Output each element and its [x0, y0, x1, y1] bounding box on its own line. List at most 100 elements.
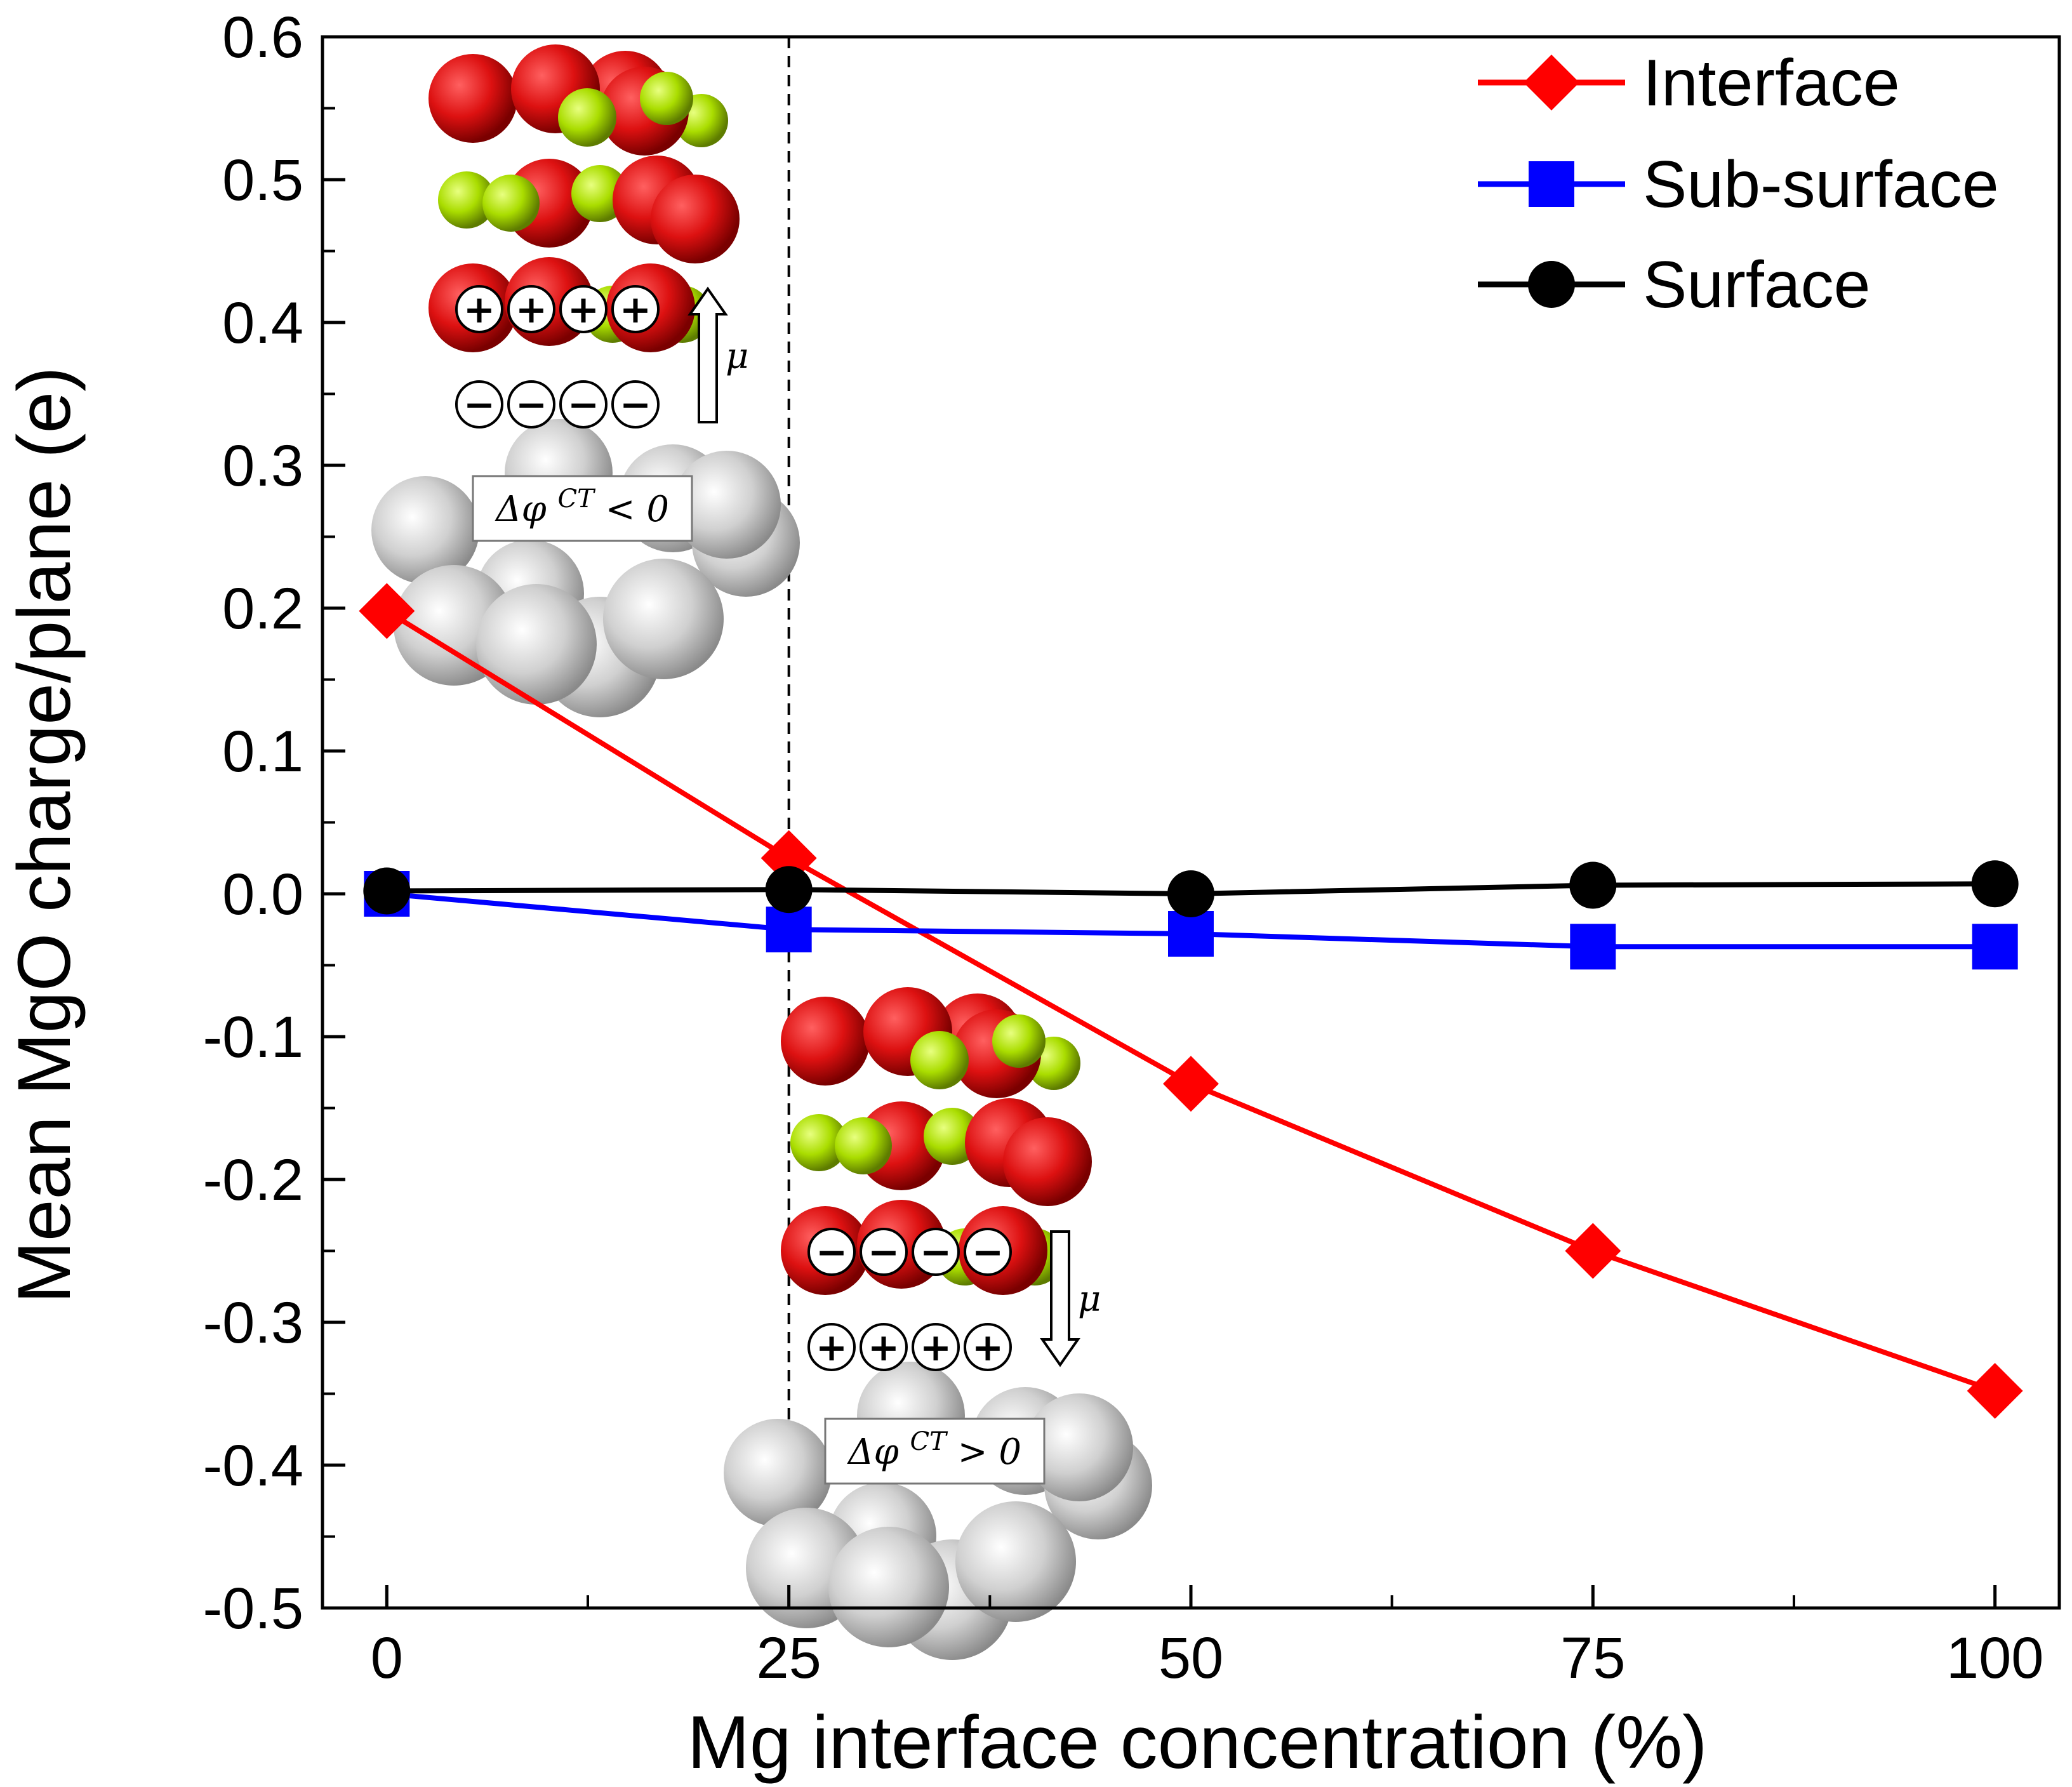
x-axis-title: Mg interface concentration (%)	[687, 1701, 1708, 1784]
caption-box	[824, 1418, 1046, 1485]
magnesium-atom	[438, 171, 495, 229]
y-tick-label: 0.3	[222, 434, 303, 498]
x-tick-label: 25	[756, 1626, 821, 1691]
metal-atom	[955, 1501, 1076, 1622]
magnesium-atom	[835, 1117, 892, 1174]
charge-circle	[964, 1228, 1012, 1276]
oxygen-atom	[651, 175, 740, 263]
magnesium-atom	[558, 88, 616, 147]
charge-circle	[611, 285, 660, 333]
point-sub-surface	[766, 907, 812, 953]
lower-charge-sign: −	[463, 383, 495, 427]
y-tick-label: 0.1	[222, 719, 303, 784]
magnesium-atom	[790, 1114, 847, 1171]
point-interface	[1565, 1223, 1621, 1279]
y-axis-title: Mean MgO charge/plane (e)	[3, 367, 86, 1304]
magnesium-atom	[910, 1031, 969, 1089]
point-sub-surface	[1972, 924, 2018, 970]
charge-circle	[964, 1323, 1012, 1371]
dipole-arrow	[687, 286, 728, 423]
metal-atom	[603, 559, 724, 679]
caption-box	[472, 475, 693, 542]
point-surface	[1569, 861, 1617, 909]
upper-charge-sign: +	[463, 288, 495, 332]
caption-text: Δφ CT < 0	[495, 484, 669, 530]
point-surface	[1971, 860, 2019, 908]
upper-charge-sign: −	[920, 1230, 952, 1275]
lower-charge-sign: +	[816, 1325, 847, 1370]
series-group	[359, 583, 2023, 1419]
charge-circle	[912, 1228, 960, 1276]
charge-circle	[860, 1323, 908, 1371]
point-surface	[363, 867, 411, 915]
magnesium-atom	[992, 1014, 1046, 1068]
x-tick-label: 0	[371, 1626, 403, 1691]
point-surface	[765, 866, 813, 913]
charge-circle	[807, 1228, 856, 1276]
axis-ticks: -0.5 -0.4 -0.3 -0.2 -0.1 0.0 0.1 0.2 0.3 0.4 0.5 0.…	[203, 5, 2043, 1691]
legend-label-sub-surface: Sub-surface	[1643, 148, 1999, 222]
metal-atom	[1025, 1393, 1133, 1501]
metal-atom	[724, 1419, 832, 1527]
y-tick-label: -0.4	[203, 1433, 303, 1498]
charge-circle	[455, 285, 503, 333]
lower-charge-sign: −	[620, 383, 651, 427]
upper-charge-sign: +	[515, 288, 547, 332]
dipole-label: μ	[726, 336, 748, 377]
dipole-arrow	[1040, 1230, 1080, 1367]
upper-charge-sign: −	[972, 1230, 1004, 1275]
y-tick-label: -0.1	[203, 1005, 303, 1070]
oxygen-atom	[781, 997, 870, 1086]
lower-charge-sign: +	[920, 1325, 952, 1370]
charge-circle	[559, 380, 608, 428]
lower-charge-sign: +	[972, 1325, 1004, 1370]
lower-charge-sign: −	[515, 383, 547, 427]
point-interface	[1967, 1363, 2023, 1419]
legend: Interface Sub-surface Surface	[1478, 46, 1999, 322]
charge-circle	[455, 380, 503, 428]
upper-charge-sign: +	[620, 288, 651, 332]
legend-label-surface: Surface	[1643, 248, 1870, 322]
lower-charge-sign: +	[868, 1325, 900, 1370]
y-tick-label: 0.4	[222, 291, 303, 355]
upper-charge-sign: −	[816, 1230, 847, 1275]
legend-marker-surface	[1528, 261, 1575, 308]
magnesium-atom	[482, 175, 540, 232]
y-tick-label: 0.6	[222, 5, 303, 70]
y-tick-label: -0.5	[203, 1576, 303, 1641]
metal-atom	[828, 1527, 949, 1647]
legend-marker-sub-surface	[1529, 161, 1574, 207]
point-sub-surface	[1168, 911, 1214, 957]
point-sub-surface	[1570, 924, 1616, 970]
magnesium-atom	[640, 72, 693, 125]
oxygen-atom	[428, 54, 517, 143]
legend-label-interface: Interface	[1643, 46, 1900, 120]
y-tick-label: -0.2	[203, 1148, 303, 1212]
point-interface	[359, 583, 415, 639]
point-interface	[1163, 1056, 1219, 1112]
y-tick-label: 0.5	[222, 148, 303, 213]
y-tick-label: -0.3	[203, 1291, 303, 1355]
metal-atom	[673, 451, 781, 559]
charge-circle	[807, 1323, 856, 1371]
charge-circle	[559, 285, 608, 333]
charge-circle	[507, 285, 555, 333]
series-line-interface	[385, 609, 1996, 1393]
plot-frame	[321, 35, 2061, 1610]
charge-circle	[860, 1228, 908, 1276]
charge-circle	[912, 1323, 960, 1371]
x-tick-label: 100	[1946, 1626, 2044, 1691]
lower-charge-sign: −	[568, 383, 599, 427]
point-surface	[1167, 870, 1214, 917]
charge-circle	[611, 380, 660, 428]
oxygen-atom	[1003, 1117, 1092, 1206]
x-tick-label: 50	[1159, 1626, 1223, 1691]
caption-text: Δφ CT > 0	[847, 1427, 1021, 1473]
charge-circle	[507, 380, 555, 428]
inset-top-structure: + + + +− − − −μΔφ CT < 0	[371, 44, 800, 717]
y-tick-label: 0.0	[222, 862, 303, 927]
y-tick-label: 0.2	[222, 576, 303, 641]
metal-atom	[476, 584, 597, 705]
x-tick-label: 75	[1560, 1626, 1625, 1691]
